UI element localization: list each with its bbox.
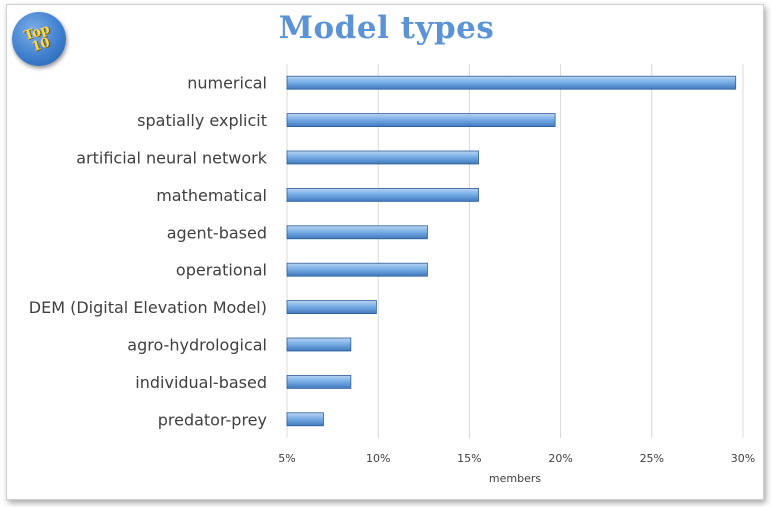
category-label: DEM (Digital Elevation Model) [29, 298, 267, 317]
bar [287, 301, 376, 314]
bar [287, 151, 479, 164]
x-tick-label: 15% [457, 452, 481, 465]
bar [287, 263, 427, 276]
x-tick-labels: 5% 10% 15% 20% 25% 30% [278, 452, 755, 465]
category-label: agent-based [167, 223, 267, 242]
bar [287, 114, 555, 127]
category-label: numerical [187, 74, 267, 93]
bar [287, 226, 427, 239]
category-labels: numerical spatially explicit artificial ne… [29, 74, 268, 430]
category-label: mathematical [156, 186, 267, 205]
bars [287, 76, 736, 426]
category-label: agro-hydrological [127, 336, 267, 355]
bar [287, 76, 736, 89]
category-label: spatially explicit [137, 111, 267, 130]
x-tick-label: 25% [640, 452, 664, 465]
x-tick-label: 10% [366, 452, 390, 465]
x-axis-title: members [489, 472, 541, 485]
bar [287, 375, 351, 388]
category-label: artificial neural network [76, 149, 268, 168]
bar [287, 413, 323, 426]
bar [287, 188, 479, 201]
x-tick-label: 5% [278, 452, 295, 465]
x-tick-label: 20% [548, 452, 572, 465]
category-label: operational [176, 261, 267, 280]
category-label: predator-prey [158, 410, 267, 429]
bar [287, 338, 351, 351]
category-label: individual-based [135, 373, 267, 392]
x-tick-label: 30% [731, 452, 755, 465]
